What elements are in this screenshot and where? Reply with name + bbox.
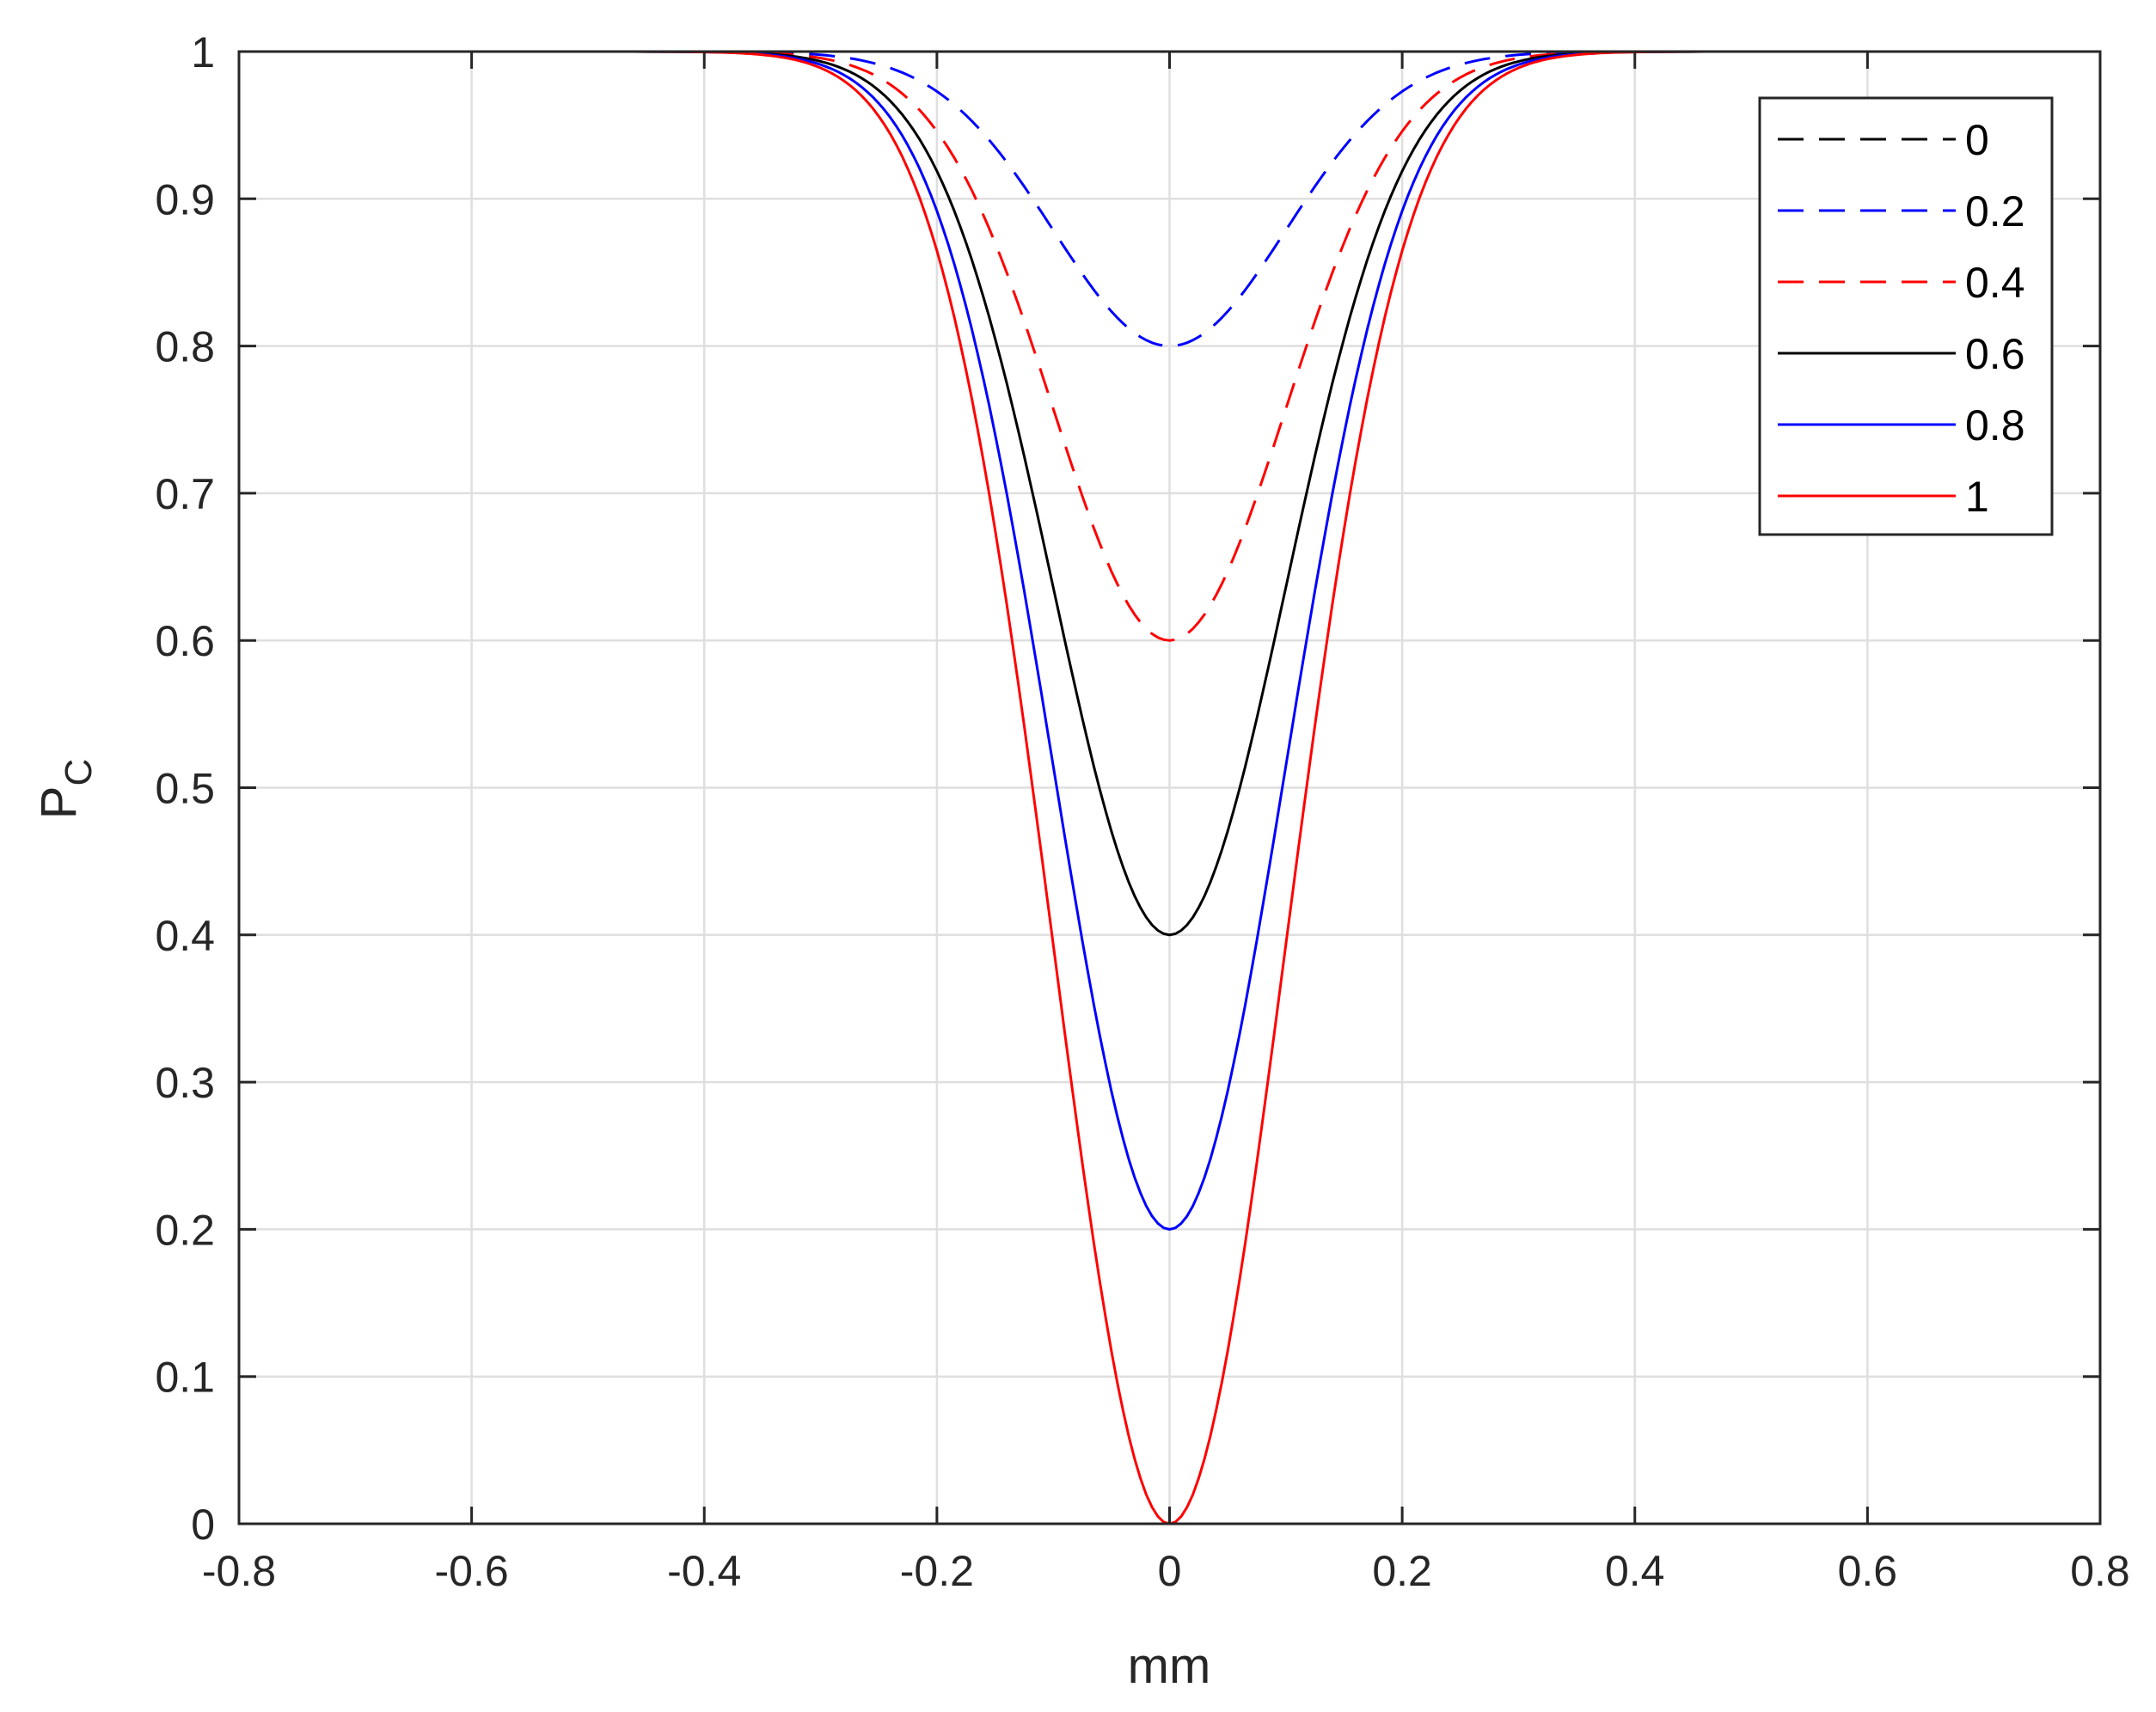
- x-tick-label: -0.4: [667, 1547, 741, 1595]
- legend: 0 0.2 0.4 0.6 0.8 1: [1758, 96, 2054, 536]
- legend-label: 0: [1965, 116, 1989, 164]
- x-tick-label: 0: [1158, 1547, 1182, 1595]
- y-tick-label: 0.7: [155, 470, 215, 518]
- legend-box: [1758, 96, 2054, 536]
- x-tick-label: -0.6: [435, 1547, 509, 1595]
- ticks: [237, 50, 2102, 1526]
- y-tick-label: 0.6: [155, 617, 215, 665]
- x-tick-label: 0.8: [2070, 1547, 2130, 1595]
- y-tick-label: 0.2: [155, 1206, 215, 1254]
- legend-label: 1: [1965, 473, 1989, 521]
- legend-label: 0.4: [1965, 259, 2025, 307]
- y-tick-label: 0: [191, 1501, 215, 1549]
- y-tick-label: 0.9: [155, 175, 215, 223]
- x-tick-label: 0.2: [1372, 1547, 1432, 1595]
- legend-label: 0.6: [1965, 330, 2025, 378]
- x-tick-label: 0.6: [1838, 1547, 1898, 1595]
- y-tick-label: 0.4: [155, 912, 215, 960]
- y-tick-label: 0.8: [155, 323, 215, 371]
- x-tick-label: -0.8: [202, 1547, 276, 1595]
- y-tick-label: 0.5: [155, 765, 215, 813]
- x-tick-label: 0.4: [1605, 1547, 1665, 1595]
- y-tick-label: 0.3: [155, 1059, 215, 1107]
- x-axis-label: mm: [1128, 1638, 1211, 1694]
- y-tick-label: 0.1: [155, 1354, 215, 1402]
- y-tick-label: 1: [191, 28, 215, 76]
- x-tick-labels: -0.8 -0.6 -0.4 -0.2 0 0.2 0.4 0.6 0.8: [202, 1547, 2130, 1595]
- legend-label: 0.2: [1965, 187, 2025, 235]
- y-tick-labels: 0 0.1 0.2 0.3 0.4 0.5 0.6 0.7 0.8 0.9 1: [155, 28, 215, 1549]
- x-tick-label: -0.2: [900, 1547, 974, 1595]
- y-axis-label-subscript: C: [58, 759, 100, 786]
- y-axis-label-main: P: [31, 786, 87, 820]
- legend-label: 0.8: [1965, 401, 2025, 449]
- y-axis-label: PC: [31, 759, 100, 819]
